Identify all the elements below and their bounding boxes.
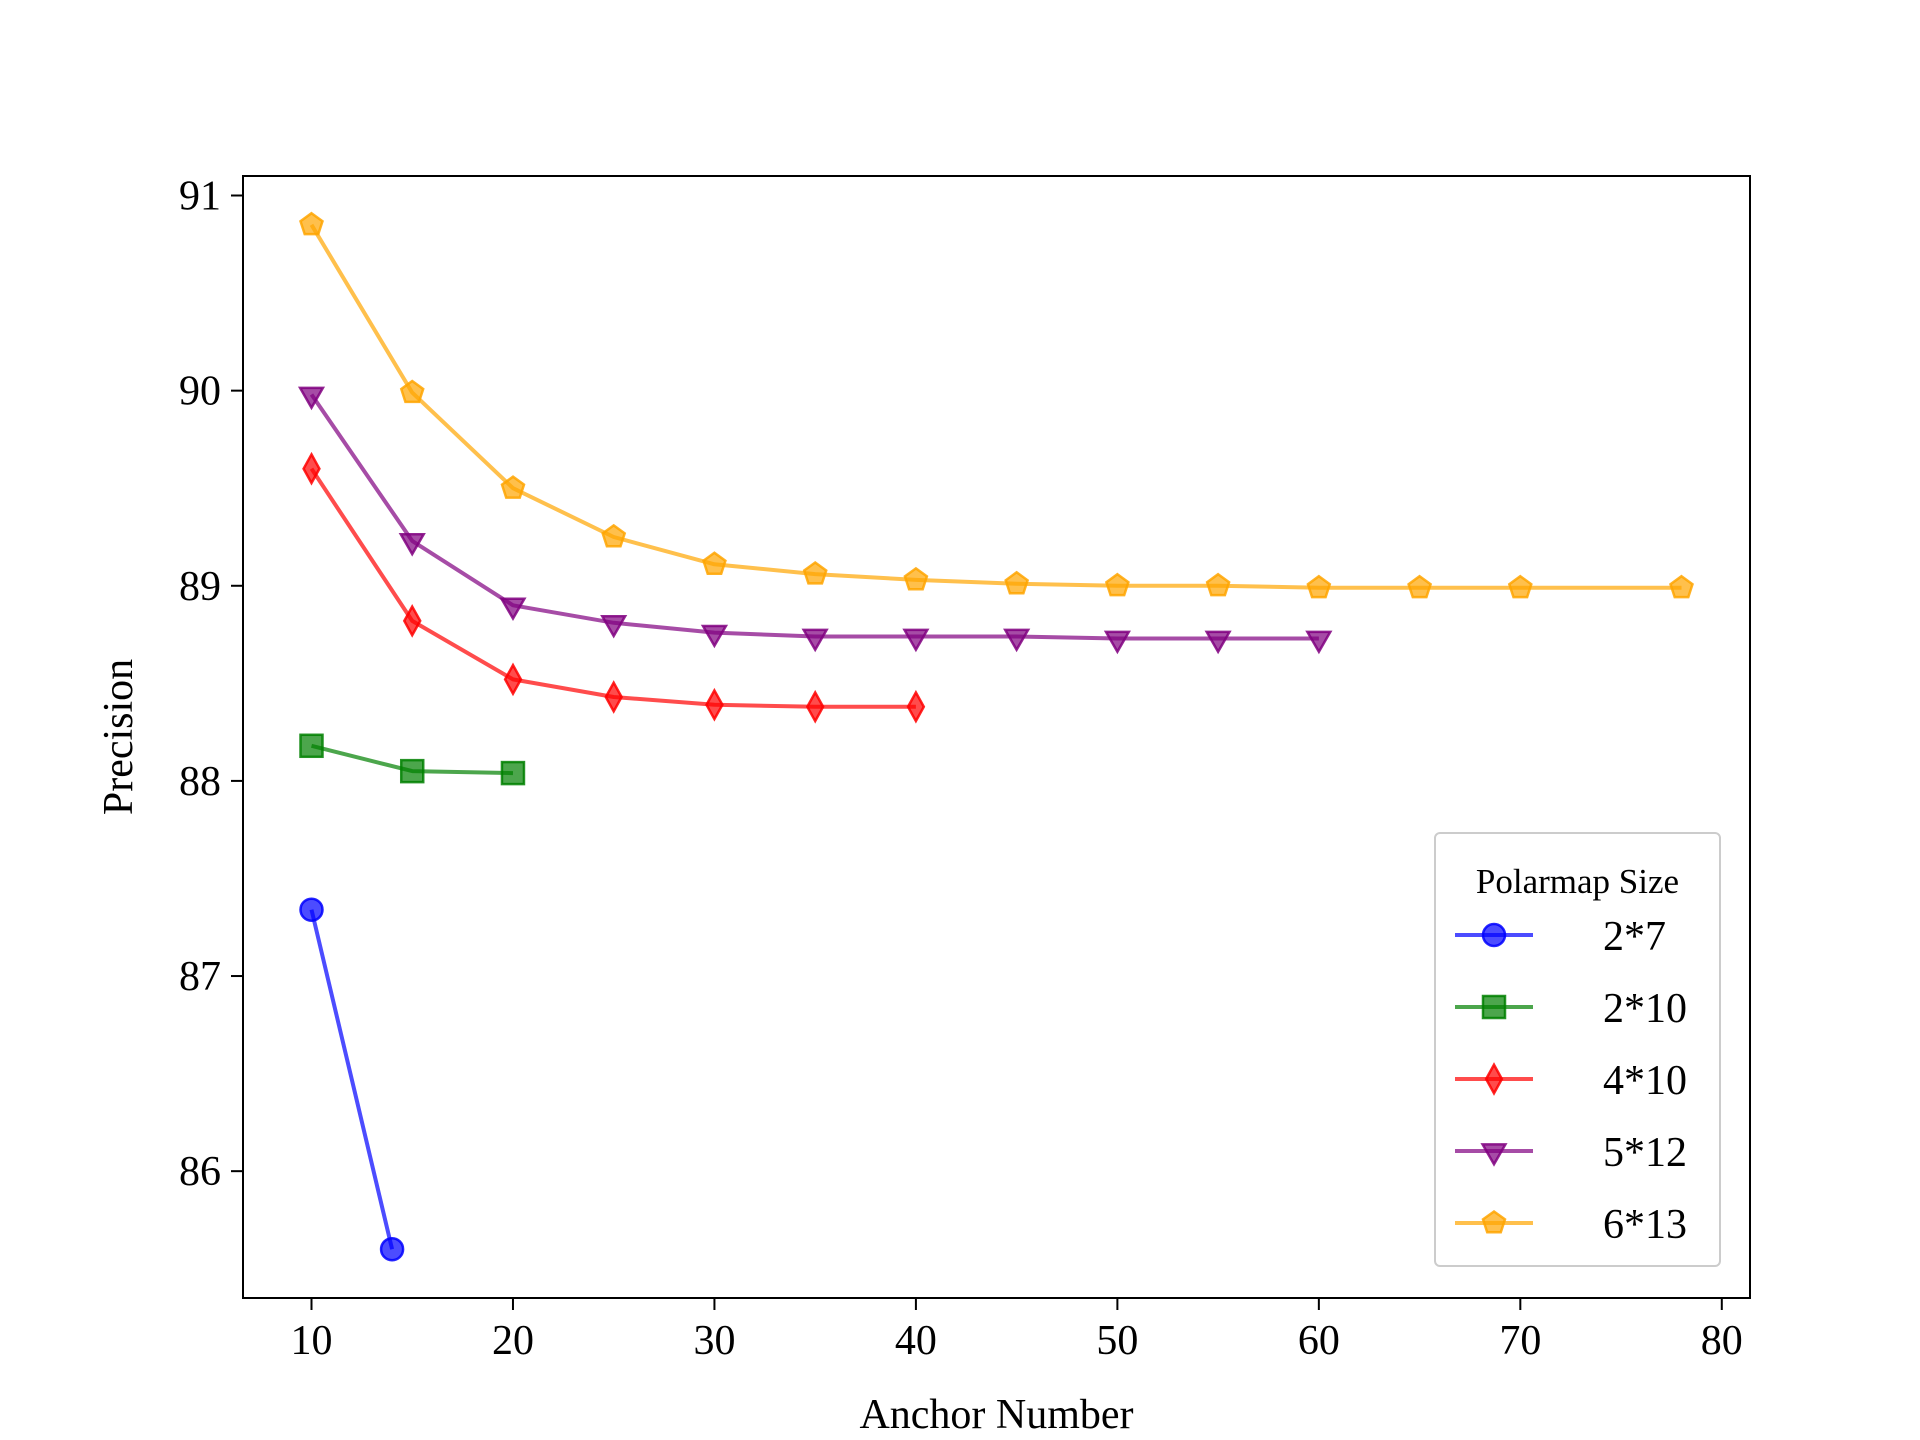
legend-label: 5*12 [1603, 1130, 1687, 1176]
legend: Polarmap Size 2*7 2*10 4*10 5*12 6*13 [1434, 832, 1721, 1267]
legend-item: 4*10 [1455, 1058, 1687, 1104]
data-point [604, 680, 624, 714]
x-tick-label: 50 [1096, 1318, 1138, 1364]
legend-marker [1481, 922, 1507, 948]
data-point [302, 451, 321, 486]
data-point [398, 533, 426, 557]
data-point [1507, 574, 1533, 599]
legend-box [1434, 832, 1721, 1267]
legend-title: Polarmap Size [1476, 862, 1679, 901]
data-point [700, 624, 729, 649]
data-point [1306, 574, 1332, 599]
data-point [1407, 574, 1433, 599]
data-point [705, 687, 724, 722]
data-point [600, 614, 628, 639]
legend-label: 4*10 [1603, 1058, 1687, 1104]
data-point [500, 760, 526, 786]
legend-marker [1481, 1209, 1507, 1234]
x-tick-label: 70 [1499, 1318, 1541, 1364]
data-point [1205, 572, 1231, 597]
x-tick-label: 40 [895, 1318, 937, 1364]
y-tick-label: 90 [179, 369, 221, 415]
y-axis-label: Precision [96, 659, 142, 815]
series-2*7 [299, 897, 405, 1262]
data-point [399, 758, 425, 784]
data-point [1204, 630, 1232, 655]
legend-label: 2*10 [1603, 986, 1687, 1032]
data-point [503, 662, 523, 697]
series-layer [297, 211, 1694, 1262]
data-point [702, 551, 727, 575]
x-tick-label: 20 [492, 1318, 534, 1364]
data-point [906, 689, 926, 724]
y-tick-label: 87 [179, 954, 221, 1000]
plot-frame [242, 175, 1751, 1299]
series-line [309, 223, 1682, 590]
data-point [1003, 628, 1031, 653]
legend-item: 2*10 [1455, 986, 1687, 1032]
data-point [500, 475, 526, 499]
legend-marker [1481, 994, 1507, 1020]
data-point [299, 897, 324, 922]
data-point [297, 386, 326, 411]
y-tick-label: 88 [179, 759, 221, 805]
series-6*13 [299, 211, 1694, 599]
legend-label: 2*7 [1603, 914, 1666, 960]
data-point [1669, 574, 1694, 599]
series-4*10 [302, 451, 926, 724]
x-tick-label: 10 [291, 1318, 333, 1364]
data-point [1305, 630, 1333, 655]
x-axis-label: Anchor Number [859, 1392, 1133, 1438]
data-point [902, 628, 930, 653]
series-2*10 [299, 733, 526, 786]
legend-item: 2*7 [1455, 914, 1666, 960]
data-point [402, 604, 422, 638]
legend-marker [1484, 1062, 1504, 1096]
x-tick-label: 80 [1701, 1318, 1743, 1364]
data-point [601, 523, 627, 548]
y-tick-label: 89 [179, 564, 221, 610]
y-tick-label: 86 [179, 1149, 221, 1195]
x-tick-label: 60 [1298, 1318, 1340, 1364]
legend-items: 2*7 2*10 4*10 5*12 6*13 [1455, 914, 1687, 1248]
y-tick-label: 91 [179, 174, 221, 220]
y-axis: 86 87 88 89 90 91 [179, 174, 243, 1195]
data-point [499, 597, 527, 621]
legend-item: 6*13 [1455, 1202, 1687, 1248]
legend-item: 5*12 [1455, 1130, 1687, 1176]
data-point [1004, 570, 1030, 595]
series-line [309, 909, 395, 1250]
data-point [299, 211, 324, 236]
data-point [299, 733, 324, 759]
data-point [903, 566, 929, 591]
data-point [399, 379, 425, 404]
x-axis: 10 20 30 40 50 60 70 80 [291, 1298, 1743, 1364]
legend-label: 6*13 [1603, 1202, 1687, 1248]
data-point [379, 1236, 405, 1262]
legend-marker [1480, 1143, 1508, 1167]
series-5*12 [297, 386, 1333, 655]
data-point [802, 560, 828, 585]
x-tick-label: 30 [693, 1318, 735, 1364]
data-point [805, 689, 825, 724]
data-point [1104, 572, 1130, 597]
data-point [801, 628, 829, 653]
data-point [1103, 630, 1131, 655]
